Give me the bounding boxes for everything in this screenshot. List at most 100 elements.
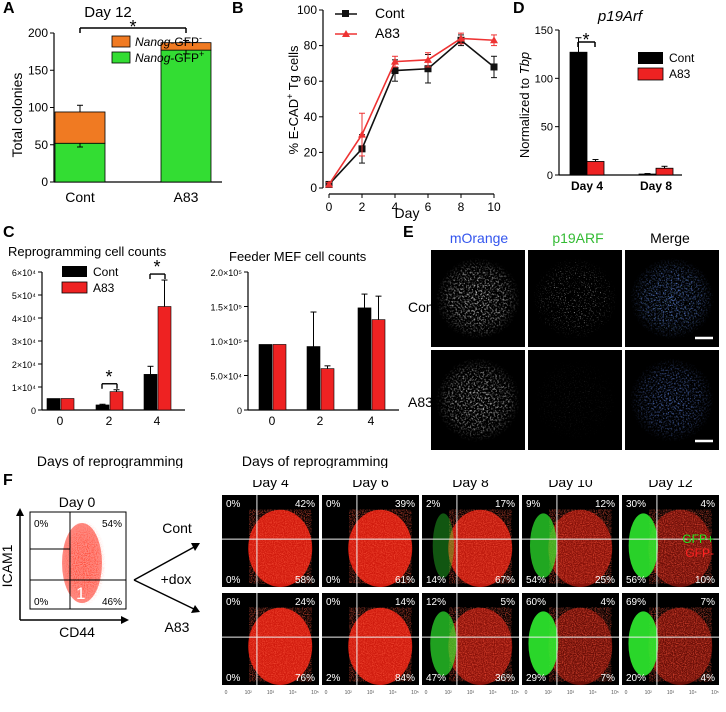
chart-c1-bar-A83-1 [109,391,124,411]
flow-q-lr-A83-4: 4% [701,673,716,684]
flow-green-population-Cont-3 [529,513,557,578]
chart-b-ytick-2: 40 [304,110,318,124]
chart-b-ytick-0: 0 [310,181,317,195]
chart-b-point-A83-0 [325,180,333,188]
chart-c1-significance-2: * [153,257,160,277]
flow-xtick-4-0: 0 [625,690,628,696]
chart-a-ytick-3: 150 [28,63,48,77]
flow-xtick-1-0: 0 [325,690,328,696]
chart-d: p19Arf 0 50 100 150 Normalized to Tbp Day 4… [517,8,695,193]
flow-q-ll-Cont-2: 14% [426,575,446,586]
chart-c1-xtick-0: 0 [57,414,64,428]
flow-q-ul-A83-4: 69% [626,597,646,608]
chart-a-ytick-0: 0 [41,175,48,189]
flow-q-ur-Cont-2: 17% [495,499,515,510]
chart-c1-ytick-2: 2×10⁴ [12,360,36,370]
flow-row-a83: A83 [165,619,190,635]
flow-green-population-Cont-2 [432,513,454,578]
flow-q-lr-Cont-0: 58% [295,575,315,586]
flow-red-speckle-Cont-0 [249,509,312,584]
chart-c1-ytick-5: 5×10⁴ [12,291,36,301]
flow-q-lr-Cont-2: 67% [495,575,515,586]
chart-c1-legend-swatch-cont [62,266,87,277]
flow-red-speckle-A83-3 [549,607,612,682]
flow-xtick-2-4: 10⁵ [511,690,519,696]
chart-c2-xtick-1: 2 [317,414,324,428]
flow-day0-q-ll: 0% [34,597,49,608]
flow-q-ur-A83-3: 4% [601,597,616,608]
flow-xtick-3-3: 10⁴ [589,690,597,696]
chart-c1-legend-a83: A83 [93,281,115,295]
chart-d-bar-Cont-0 [569,51,588,176]
flow-q-ur-A83-2: 5% [501,597,516,608]
flow-red-speckle-A83-0 [249,607,312,682]
chart-a-title: Day 12 [84,4,132,21]
chart-c1-ytick-6: 6×10⁴ [12,268,36,278]
chart-c2: Feeder MEF cell counts 0 5.0×10⁴ 1.0×10⁵ 1.… [210,249,399,468]
flow-xtick-4-3: 10⁴ [689,690,697,696]
chart-a-legend-neg: Nanog-GFP- [135,33,202,49]
chart-a-legend-neg-main: Nanog [135,35,171,49]
chart-a-legend-neg-sup: - [199,33,202,43]
chart-c1-bar-Cont-0 [46,398,61,411]
chart-b-point-Cont-5 [490,63,498,71]
chart-c2-bar-Cont-1 [306,346,321,411]
chart-b-xtick-2: 4 [392,200,399,214]
chart-c2-bar-Cont-0 [258,344,273,411]
flow-xtick-2-0: 0 [425,690,428,696]
chart-b-ylabel-tail: Tg cells [286,45,301,94]
flow-xtick-4-4: 10⁵ [711,690,719,696]
flow-green-population-A83-4 [628,611,659,676]
flow-day-title-2: Day 8 [452,480,489,490]
flow-gate-3: 3 [44,554,53,573]
chart-d-ytick-3: 150 [535,25,553,37]
chart-d-significance-bracket [577,41,596,47]
flow-red-speckle-Cont-1 [349,509,412,584]
chart-b-series-Cont [328,39,495,185]
flow-q-ul-Cont-2: 2% [426,499,441,510]
flow-red-speckle-A83-1 [349,607,412,682]
chart-c2-ytick-4: 2.0×10⁵ [210,268,242,278]
chart-b-point-Cont-2 [391,67,399,75]
flow-q-lr-A83-0: 76% [295,673,315,684]
chart-b-xlabel: Day [395,205,420,221]
flow-q-ur-A83-1: 14% [395,597,415,608]
chart-c2-bar-A83-0 [272,344,287,411]
flow-xtick-2-1: 10² [445,690,453,696]
flow-day0-q-ul: 0% [34,519,49,530]
chart-a-legend-pos-suffix: -GFP [170,51,199,65]
image-a83-merge [625,350,719,450]
arrow-to-a83-head [191,605,200,613]
flow-xtick-3-4: 10⁵ [611,690,619,696]
panel-label-d: D [513,0,525,17]
flow-q-ur-A83-0: 24% [295,597,315,608]
chart-c1-xlabel: Days of reprogramming [37,453,183,468]
flow-q-ul-Cont-3: 9% [526,499,541,510]
chart-c2-xtick-0: 0 [269,414,276,428]
flow-xtick-0-1: 10² [245,690,253,696]
chart-c1-ytick-4: 4×10⁴ [12,314,36,324]
chart-b-ytick-3: 60 [304,74,318,88]
flow-xtick-3-1: 10² [545,690,553,696]
image-a83-p19arf [528,350,622,450]
chart-b-point-Cont-3 [424,65,432,73]
chart-b-legend-a83: A83 [375,25,400,41]
chart-b-point-A83-1 [358,130,366,138]
chart-d-title: p19Arf [597,8,644,25]
chart-d-bar-A83-1 [655,167,674,176]
flow-q-ll-Cont-3: 54% [526,575,546,586]
chart-d-ytick-0: 0 [547,170,553,182]
flow-q-ll-Cont-1: 0% [326,575,341,586]
chart-b-xtick-5: 10 [487,200,501,214]
image-cont-morange [431,250,525,347]
chart-c2-xlabel: Days of reprogramming [242,453,388,468]
flow-q-lr-Cont-1: 61% [395,575,415,586]
chart-a-legend-pos-sup: + [199,49,204,59]
image-a83-morange [431,350,525,450]
chart-b-ytick-4: 80 [304,39,318,53]
flow-q-lr-A83-1: 84% [395,673,415,684]
chart-d-legend-swatch-a83 [637,67,664,81]
flow-xtick-1-3: 10⁴ [389,690,397,696]
chart-b-legend-cont: Cont [375,5,405,21]
flow-q-ll-A83-0: 0% [226,673,241,684]
